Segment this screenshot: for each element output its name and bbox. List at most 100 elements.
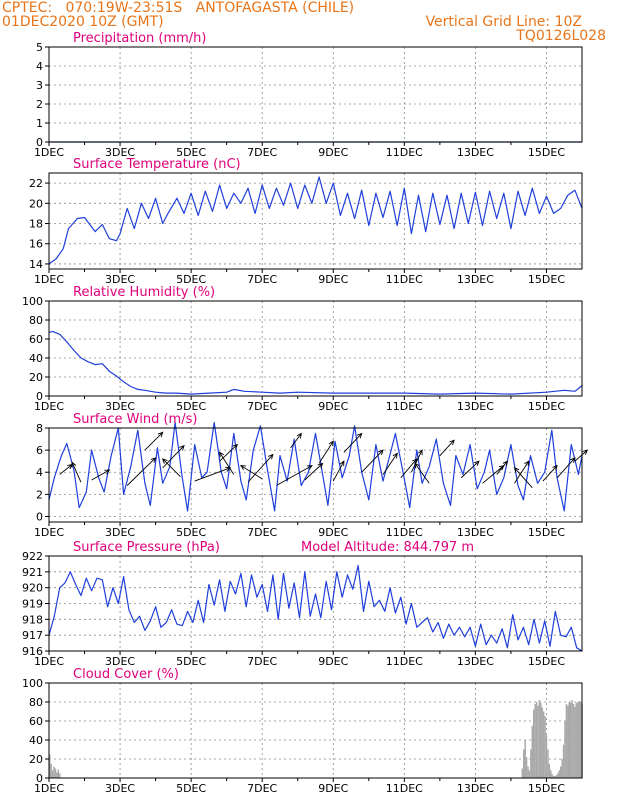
cloud-bar	[554, 776, 556, 778]
cloud-xtick-label: 9DEC	[318, 782, 348, 795]
precipitation-ytick-label: 2	[36, 98, 43, 111]
wind-xtick-label: 15DEC	[528, 526, 565, 539]
temperature-xtick-label: 11DEC	[386, 273, 423, 286]
humidity-ytick-label: 0	[36, 390, 43, 403]
wind-xtick-label: 11DEC	[386, 526, 423, 539]
pressure-ytick-label: 921	[22, 566, 43, 579]
wind-ytick-label: 0	[36, 510, 43, 523]
temperature-xtick-label: 9DEC	[318, 273, 348, 286]
cloud-bar	[530, 749, 532, 778]
wind-xtick-label: 5DEC	[176, 526, 206, 539]
wind-arrow-head	[356, 432, 363, 439]
temperature-series-line	[48, 176, 583, 265]
cloud-bar	[550, 770, 552, 778]
pressure-ytick-label: 919	[22, 598, 43, 611]
humidity-title: Relative Humidity (%)	[73, 285, 215, 300]
cloud-bar	[531, 725, 534, 778]
humidity-xtick-label: 5DEC	[176, 400, 206, 413]
cloud-bar	[568, 702, 570, 778]
wind-arrow	[276, 465, 313, 486]
cloud-bar	[555, 775, 558, 778]
wind-arrow-head	[71, 461, 77, 468]
wind-arrow-head	[449, 439, 455, 446]
wind-arrow	[240, 465, 263, 480]
cloud-ytick-label: 0	[36, 772, 43, 785]
cloud-bar	[561, 759, 563, 778]
wind-arrow	[91, 469, 110, 481]
cloud-bar	[50, 763, 52, 778]
precipitation-ytick-label: 4	[36, 60, 43, 73]
wind-arrow-head	[502, 460, 509, 467]
wind-ytick-label: 8	[36, 422, 43, 435]
pressure-xtick-label: 11DEC	[386, 655, 423, 668]
cloud-ytick-label: 60	[29, 715, 43, 728]
cloud-bar	[532, 709, 535, 778]
header-grid-note: Vertical Grid Line: 10Z	[425, 14, 582, 30]
pressure-ytick-label: 917	[22, 629, 43, 642]
wind-arrow-head	[232, 443, 239, 450]
wind-arrow-head	[378, 449, 384, 456]
humidity-frame	[48, 300, 583, 397]
wind-arrow	[126, 457, 156, 486]
temperature-ytick-label: 16	[29, 238, 43, 251]
temperature-ytick-label: 14	[29, 258, 43, 271]
pressure-ytick-label: 918	[22, 613, 43, 626]
cloud-ytick-label: 20	[29, 753, 43, 766]
humidity-xtick-label: 9DEC	[318, 400, 348, 413]
temperature-xtick-label: 13DEC	[457, 273, 494, 286]
cloud-bar	[552, 776, 555, 778]
cloud-bar	[547, 749, 549, 778]
wind-arrow	[514, 460, 530, 484]
pressure-xtick-label: 5DEC	[176, 655, 206, 668]
cloud-bar	[572, 703, 575, 778]
wind-arrow	[290, 433, 302, 449]
humidity-ytick-label: 20	[29, 371, 43, 384]
temperature-xtick-label: 1DEC	[34, 273, 64, 286]
pressure-ytick-label: 922	[22, 550, 43, 563]
cloud-bar	[542, 711, 545, 778]
cloud-xtick-label: 13DEC	[457, 782, 494, 795]
humidity-ytick-label: 80	[29, 314, 43, 327]
header-datetime: 01DEC2020 10Z (GMT)	[2, 14, 164, 30]
precipitation-ytick-label: 5	[36, 41, 43, 54]
humidity-xtick-label: 15DEC	[528, 400, 565, 413]
cloud-bar	[579, 702, 582, 778]
temperature-xtick-label: 15DEC	[528, 273, 565, 286]
precipitation-frame	[48, 46, 583, 143]
precipitation-ytick-label: 3	[36, 79, 43, 92]
cloud-bar	[577, 702, 579, 778]
cloud-bar	[523, 749, 525, 778]
wind-arrow-head	[306, 465, 313, 470]
wind-arrow	[439, 439, 455, 456]
cloud-bar	[559, 766, 562, 778]
pressure-series-line	[48, 564, 583, 652]
cloud-bar	[51, 770, 54, 778]
pressure-ytick-label: 916	[22, 645, 43, 658]
cloud-bar	[541, 707, 543, 778]
wind-arrow	[59, 464, 73, 475]
pressure-xtick-label: 9DEC	[318, 655, 348, 668]
wind-arrow	[247, 454, 274, 483]
cloud-bar	[534, 703, 536, 778]
temperature-ytick-label: 20	[29, 197, 43, 210]
wind-frame	[48, 427, 583, 523]
precipitation-title: Precipitation (mm/h)	[73, 31, 206, 46]
precipitation-xtick-label: 7DEC	[247, 146, 277, 159]
wind-arrow-head	[296, 432, 302, 439]
wind-arrow-head	[524, 460, 530, 467]
humidity-xtick-label: 3DEC	[105, 400, 135, 413]
cloud-bar	[578, 701, 580, 778]
header-station: CPTEC: 070:19W-23:51S ANTOFAGASTA (CHILE…	[2, 0, 355, 16]
humidity-xtick-label: 13DEC	[457, 400, 494, 413]
wind-arrow-head	[552, 464, 558, 471]
wind-arrow-head	[570, 457, 576, 463]
temperature-xtick-label: 3DEC	[105, 273, 135, 286]
cloud-bar	[551, 774, 553, 778]
wind-arrow	[144, 432, 164, 451]
wind-arrow-head	[417, 449, 423, 456]
wind-arrow	[542, 465, 558, 482]
pressure-subtitle: Model Altitude: 844.797 m	[301, 540, 474, 555]
cloud-xtick-label: 7DEC	[247, 782, 277, 795]
wind-arrow	[219, 444, 238, 462]
cloud-bar	[565, 703, 568, 778]
